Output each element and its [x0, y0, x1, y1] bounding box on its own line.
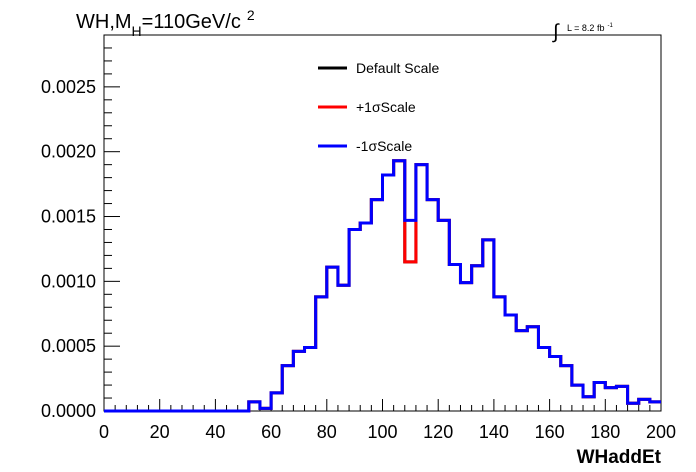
legend-label-default-scale: Default Scale [356, 60, 439, 76]
legend-label-minus-1sigma-scale: -1σScale [356, 138, 412, 154]
x-tick-label: 40 [205, 422, 225, 442]
series-layer [104, 159, 661, 413]
x-tick-label: 140 [479, 422, 509, 442]
title-rest: =110GeV/c [142, 11, 241, 33]
x-tick-label: 100 [367, 422, 397, 442]
y-tick-label: 0.0015 [41, 207, 96, 227]
integral-sign: ∫ [552, 21, 560, 43]
legend: Default Scale +1σScale -1σScale [318, 60, 439, 154]
series-line-minus-1sigma-scale [104, 159, 661, 413]
y-tick-label: 0.0000 [41, 401, 96, 421]
title-superscript: 2 [247, 7, 255, 23]
y-tick-label: 0.0005 [41, 336, 96, 356]
luminosity-value: L = 8.2 fb [567, 23, 604, 33]
title-main: WH,M [76, 11, 132, 33]
legend-label-plus-1sigma-scale: +1σScale [356, 99, 416, 115]
title-subscript: H [132, 23, 142, 39]
x-tick-label: 160 [535, 422, 565, 442]
x-tick-label: 200 [646, 422, 676, 442]
x-tick-label: 80 [317, 422, 337, 442]
x-axis-ticks: 0 20 40 60 80 100 120 140 160 180 200 [99, 399, 676, 442]
luminosity-label: L = 8.2 fb -1 [567, 23, 613, 33]
luminosity-unit-exponent: -1 [607, 23, 613, 29]
x-tick-label: 60 [261, 422, 281, 442]
y-tick-label: 0.0010 [41, 271, 96, 291]
x-tick-label: 180 [590, 422, 620, 442]
x-axis-label: WHaddEt [577, 447, 662, 468]
x-tick-label: 0 [99, 422, 109, 442]
y-tick-label: 0.0025 [41, 77, 96, 97]
y-tick-label: 0.0020 [41, 142, 96, 162]
x-tick-label: 20 [150, 422, 170, 442]
y-axis-ticks: 0.0000 0.0005 0.0010 0.0015 0.0020 0.0025 [41, 47, 120, 421]
x-tick-label: 120 [423, 422, 453, 442]
chart-title: WH,MH=110GeV/c 2 [76, 7, 255, 39]
